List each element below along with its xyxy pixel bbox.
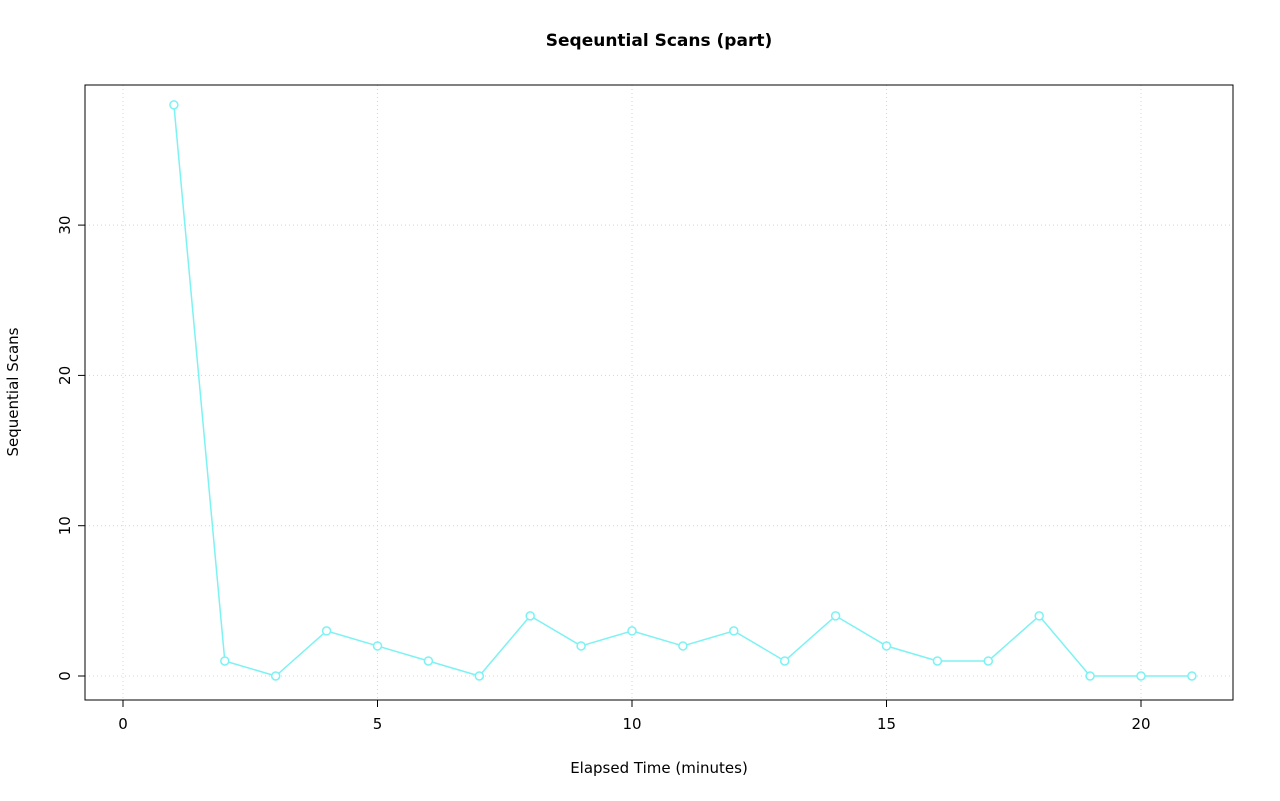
data-point [270,671,281,681]
data-point [372,641,383,651]
x-tick-label: 5 [373,715,383,733]
data-point [423,656,434,666]
data-point [169,100,179,110]
data-point [932,656,943,666]
y-tick-label: 10 [56,516,74,535]
data-point [1187,671,1197,681]
data-point [321,626,332,636]
data-point [474,671,485,681]
data-point [830,611,841,621]
data-point [1085,671,1095,681]
x-axis-label: Elapsed Time (minutes) [570,759,748,777]
x-tick-label: 15 [877,715,896,733]
y-tick-label: 0 [56,671,74,681]
y-tick-label: 30 [56,216,74,235]
plot-border [84,84,1234,701]
data-point [729,626,739,636]
data-point [779,656,790,666]
series-line [173,104,1193,677]
y-tick-label: 20 [56,366,74,385]
data-point [1034,611,1044,621]
x-tick-label: 20 [1131,715,1150,733]
data-point [525,611,535,621]
data-point [881,641,892,651]
data-point [1136,671,1146,681]
x-tick-label: 10 [622,715,641,733]
tick-labels: 0 5 10 15 20 0 10 20 30 [56,216,1151,733]
data-point [576,641,586,651]
data-point [627,626,637,636]
data-point [220,656,230,666]
data-series [169,100,1197,681]
data-point [983,656,994,666]
gridlines [85,85,1233,700]
data-point [678,641,688,651]
y-axis-label: Sequential Scans [4,327,22,456]
x-tick-label: 0 [118,715,128,733]
chart-title: Seqeuntial Scans (part) [546,31,772,51]
axis-ticks [78,224,1142,707]
